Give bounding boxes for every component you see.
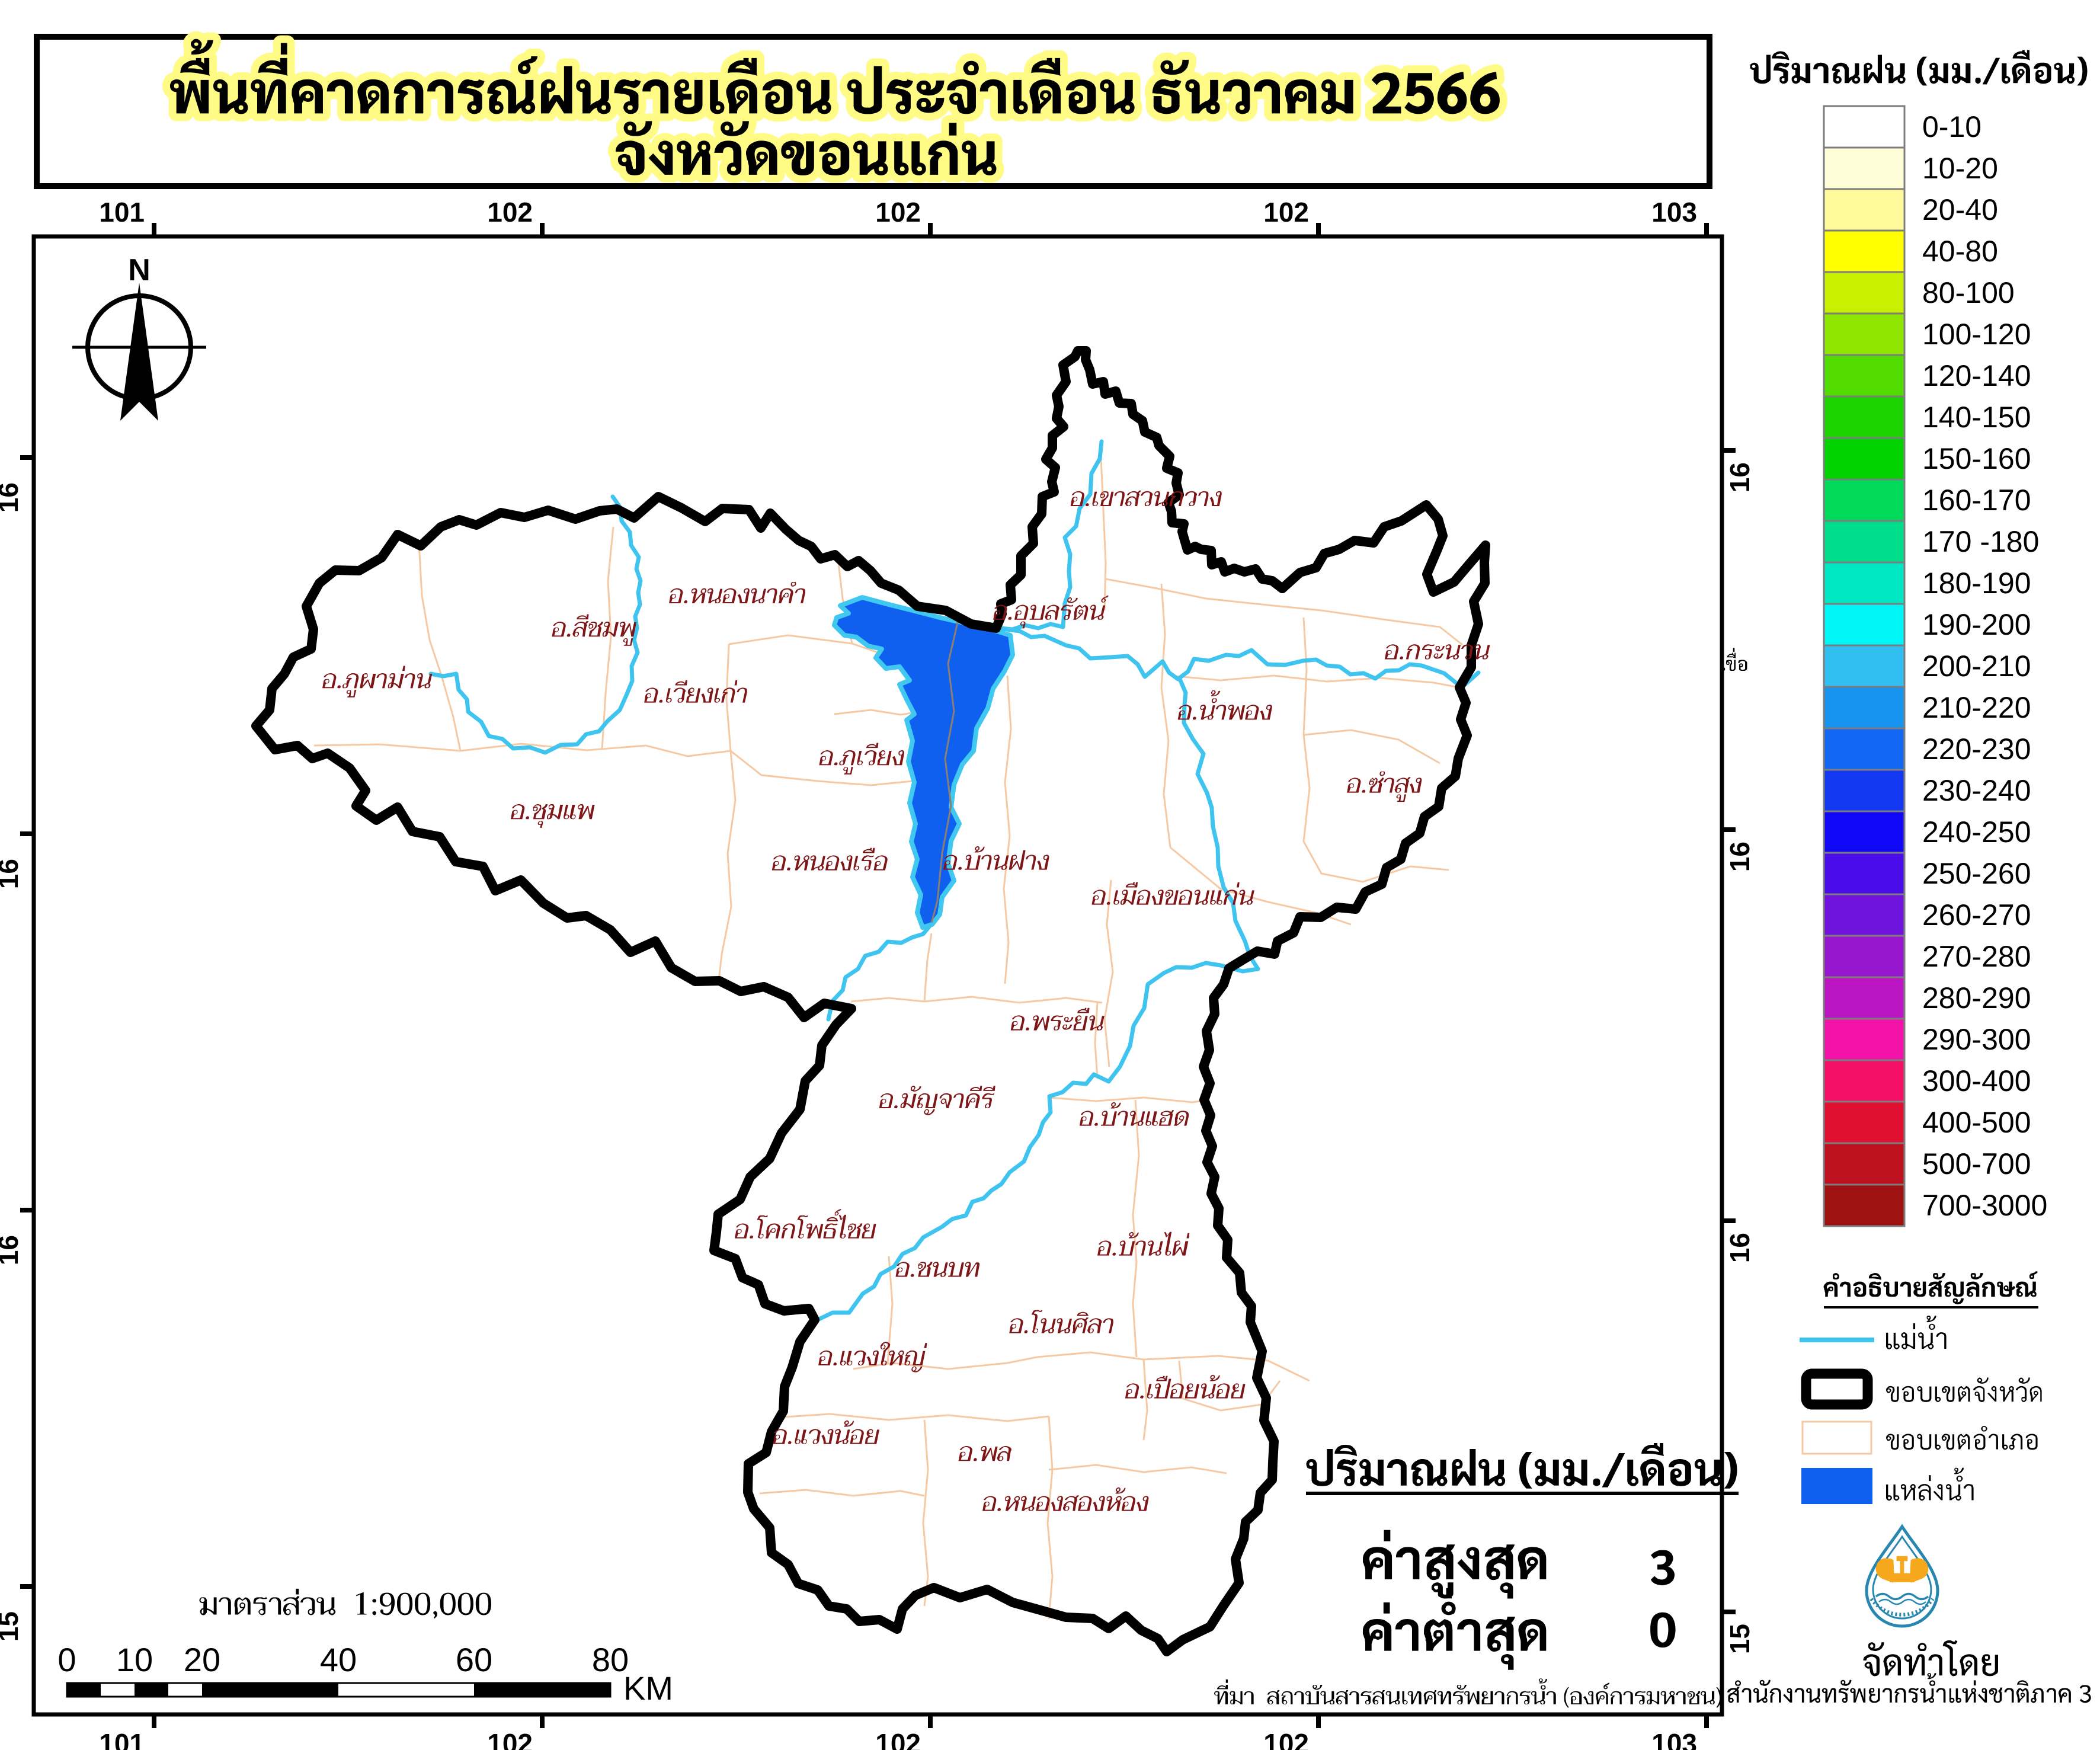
svg-text:102: 102 — [487, 1728, 533, 1750]
svg-text:0-10: 0-10 — [1922, 110, 1981, 143]
svg-text:150-160: 150-160 — [1922, 442, 2031, 475]
svg-text:101: 101 — [99, 197, 145, 228]
svg-text:120-140: 120-140 — [1922, 359, 2031, 392]
svg-text:KM: KM — [623, 1669, 673, 1707]
svg-text:190-200: 190-200 — [1922, 608, 2031, 641]
svg-text:100-120: 100-120 — [1922, 318, 2031, 351]
svg-text:220-230: 220-230 — [1922, 732, 2031, 766]
svg-text:15: 15 — [0, 1611, 24, 1642]
svg-text:101: 101 — [99, 1728, 145, 1750]
svg-text:16: 16 — [0, 1235, 24, 1265]
svg-text:700-3000: 700-3000 — [1922, 1189, 2047, 1222]
svg-text:180-190: 180-190 — [1922, 567, 2031, 600]
svg-text:103: 103 — [1651, 1728, 1697, 1750]
svg-text:20: 20 — [184, 1641, 220, 1678]
svg-text:102: 102 — [875, 197, 921, 228]
svg-text:16: 16 — [0, 482, 24, 513]
svg-text:16: 16 — [1724, 842, 1755, 872]
svg-text:102: 102 — [875, 1728, 921, 1750]
svg-text:300-400: 300-400 — [1922, 1064, 2031, 1098]
svg-text:400-500: 400-500 — [1922, 1106, 2031, 1139]
svg-text:500-700: 500-700 — [1922, 1147, 2031, 1180]
svg-text:160-170: 160-170 — [1922, 484, 2031, 517]
svg-text:280-290: 280-290 — [1922, 981, 2031, 1015]
svg-text:170 -180: 170 -180 — [1922, 525, 2039, 558]
svg-text:260-270: 260-270 — [1922, 898, 2031, 932]
svg-text:15: 15 — [1724, 1624, 1755, 1654]
svg-text:40-80: 40-80 — [1922, 235, 1998, 268]
svg-text:16: 16 — [1724, 1233, 1755, 1263]
svg-text:103: 103 — [1651, 197, 1697, 228]
svg-text:10-20: 10-20 — [1922, 152, 1998, 185]
svg-text:0: 0 — [57, 1641, 76, 1678]
svg-text:250-260: 250-260 — [1922, 857, 2031, 890]
svg-text:60: 60 — [456, 1641, 492, 1678]
svg-text:200-210: 200-210 — [1922, 650, 2031, 683]
svg-text:102: 102 — [1263, 197, 1309, 228]
svg-text:80-100: 80-100 — [1922, 276, 2015, 309]
svg-text:16: 16 — [1724, 462, 1755, 492]
svg-text:10: 10 — [116, 1641, 153, 1678]
svg-text:N: N — [128, 253, 151, 287]
svg-text:16: 16 — [0, 859, 24, 889]
svg-text:40: 40 — [320, 1641, 357, 1678]
svg-text:230-240: 230-240 — [1922, 774, 2031, 807]
svg-text:140-150: 140-150 — [1922, 401, 2031, 434]
svg-text:20-40: 20-40 — [1922, 193, 1998, 226]
svg-text:290-300: 290-300 — [1922, 1023, 2031, 1056]
svg-text:210-220: 210-220 — [1922, 691, 2031, 724]
svg-text:80: 80 — [592, 1641, 629, 1678]
svg-text:240-250: 240-250 — [1922, 815, 2031, 849]
svg-text:102: 102 — [1263, 1728, 1309, 1750]
svg-text:270-280: 270-280 — [1922, 940, 2031, 973]
svg-text:102: 102 — [487, 197, 533, 228]
